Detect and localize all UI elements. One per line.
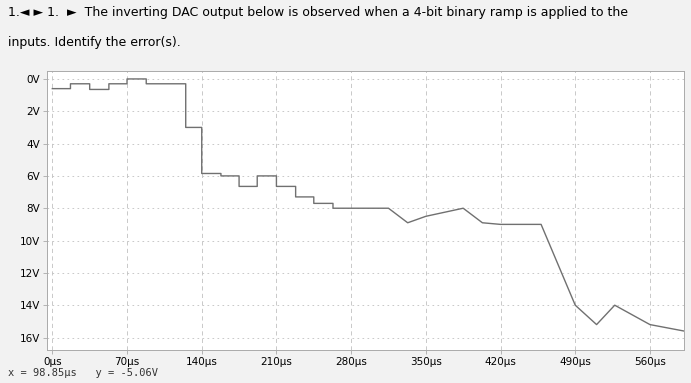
Text: inputs. Identify the error(s).: inputs. Identify the error(s). [8, 36, 181, 49]
Text: x = 98.85μs   y = -5.06V: x = 98.85μs y = -5.06V [8, 368, 158, 378]
Text: 1.◄ ► 1.  ►  The inverting DAC output below is observed when a 4-bit binary ramp: 1.◄ ► 1. ► The inverting DAC output belo… [8, 6, 628, 19]
